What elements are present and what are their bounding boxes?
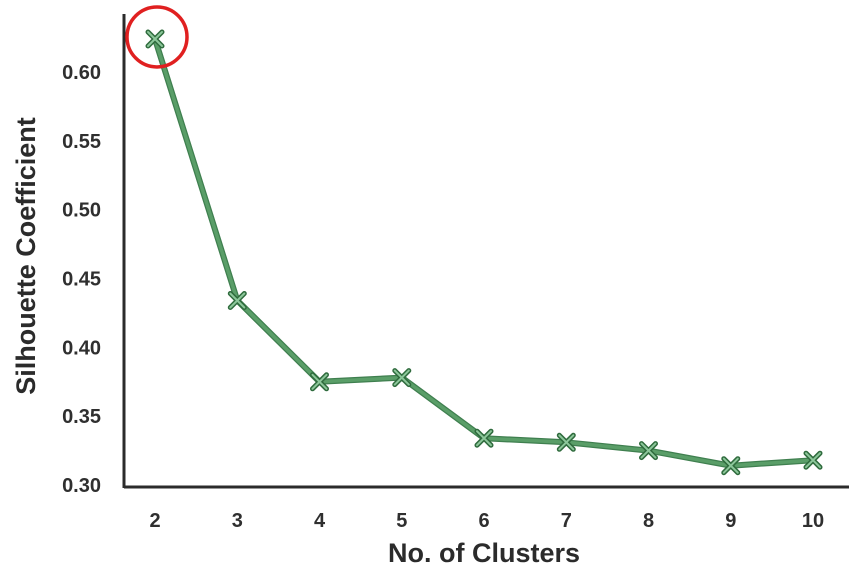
x-axis: 2 3 4 5 6 7 8 9 10	[124, 487, 849, 532]
x-tick-label: 3	[232, 510, 243, 532]
x-tick-label: 8	[643, 510, 654, 532]
y-tick-labels: 0.30 0.35 0.40 0.45 0.50 0.55 0.60	[62, 62, 101, 497]
x-tick-label: 6	[478, 510, 489, 532]
x-tick-labels: 2 3 4 5 6 7 8 9 10	[149, 510, 824, 532]
y-tick-label: 0.50	[62, 200, 101, 222]
x-tick-label: 7	[561, 510, 572, 532]
y-axis: 0.30 0.35 0.40 0.45 0.50 0.55 0.60	[62, 14, 124, 497]
x-tick-label: 10	[802, 510, 824, 532]
y-tick-label: 0.60	[62, 62, 101, 84]
y-axis-label: Silhouette Coefficient	[11, 117, 41, 395]
series-line	[155, 39, 813, 466]
y-tick-label: 0.55	[62, 131, 101, 153]
y-tick-label: 0.40	[62, 337, 101, 359]
y-tick-label: 0.35	[62, 406, 101, 428]
x-tick-label: 4	[314, 510, 326, 532]
y-tick-label: 0.45	[62, 269, 101, 291]
series-line-outline	[155, 39, 813, 466]
y-tick-label: 0.30	[62, 475, 101, 497]
x-tick-label: 2	[149, 510, 160, 532]
x-tick-label: 5	[396, 510, 407, 532]
x-axis-label: No. of Clusters	[388, 538, 580, 568]
series-layer	[148, 32, 820, 473]
x-tick-label: 9	[725, 510, 736, 532]
